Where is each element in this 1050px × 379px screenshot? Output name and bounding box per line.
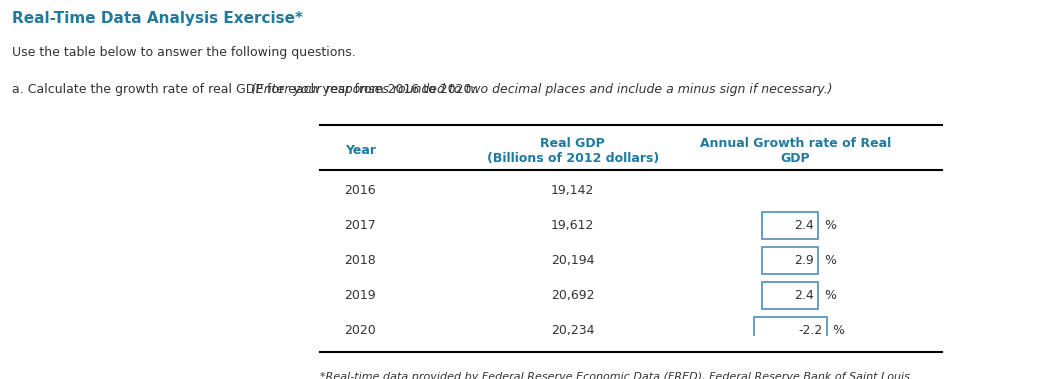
- Text: Year: Year: [344, 144, 376, 157]
- Text: 2019: 2019: [344, 289, 376, 302]
- Text: Real GDP: Real GDP: [541, 137, 605, 150]
- Text: 20,692: 20,692: [551, 289, 594, 302]
- FancyBboxPatch shape: [762, 211, 818, 239]
- Text: 2.4: 2.4: [794, 219, 814, 232]
- Text: Real-Time Data Analysis Exercise*: Real-Time Data Analysis Exercise*: [12, 11, 302, 27]
- Text: 20,234: 20,234: [551, 324, 594, 337]
- FancyBboxPatch shape: [754, 317, 826, 344]
- Text: -2.2: -2.2: [798, 324, 822, 337]
- Text: (Enter your responses rounded to two decimal places and include a minus sign if : (Enter your responses rounded to two dec…: [251, 83, 833, 96]
- Text: %: %: [824, 254, 836, 267]
- FancyBboxPatch shape: [762, 247, 818, 274]
- Text: 2020: 2020: [344, 324, 376, 337]
- Text: (Billions of 2012 dollars): (Billions of 2012 dollars): [486, 152, 659, 165]
- Text: 2.4: 2.4: [794, 289, 814, 302]
- Text: 2017: 2017: [344, 219, 376, 232]
- Text: 2016: 2016: [344, 184, 376, 197]
- Text: %: %: [824, 219, 836, 232]
- Text: Annual Growth rate of Real: Annual Growth rate of Real: [699, 137, 890, 150]
- Text: 19,142: 19,142: [551, 184, 594, 197]
- Text: *Real-time data provided by Federal Reserve Economic Data (FRED), Federal Reserv: *Real-time data provided by Federal Rese…: [320, 372, 914, 379]
- FancyBboxPatch shape: [762, 282, 818, 309]
- Text: 19,612: 19,612: [551, 219, 594, 232]
- Text: Use the table below to answer the following questions.: Use the table below to answer the follow…: [12, 47, 355, 60]
- Text: 2.9: 2.9: [794, 254, 814, 267]
- Text: 20,194: 20,194: [551, 254, 594, 267]
- Text: %: %: [833, 324, 844, 337]
- Text: 2018: 2018: [344, 254, 376, 267]
- Text: %: %: [824, 289, 836, 302]
- Text: a. Calculate the growth rate of real GDP for each year from 2016 to 2020:: a. Calculate the growth rate of real GDP…: [12, 83, 479, 96]
- Text: GDP: GDP: [780, 152, 810, 165]
